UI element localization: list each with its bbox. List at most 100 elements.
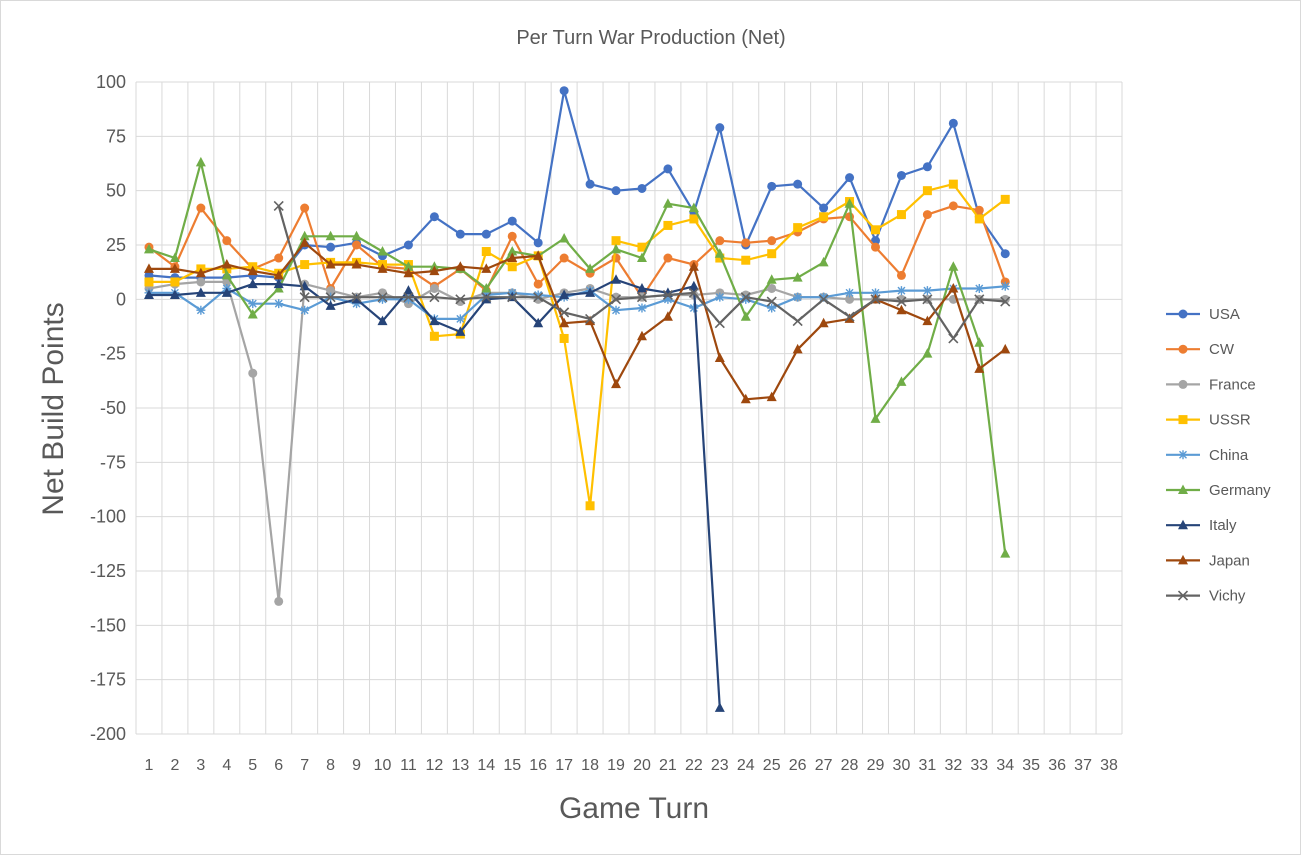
data-point-italy [429,315,440,326]
series-line-cw [148,204,1007,299]
data-point-ussr [300,260,310,270]
data-point-usa [767,181,777,191]
data-point-japan [559,317,570,328]
data-point-germany [169,252,180,263]
data-point-usa [637,183,647,193]
data-point-china [974,283,984,293]
data-point-germany [403,261,414,271]
data-point-japan [481,263,492,273]
data-point-italy [481,293,492,304]
x-tick-label: 33 [970,757,988,774]
legend-swatch-marker [1178,519,1188,530]
data-point-germany [662,198,673,208]
data-point-ussr [922,186,932,196]
data-point-japan [247,265,258,276]
data-point-china [533,290,543,300]
data-point-vichy [662,289,673,301]
data-point-usa [845,173,855,183]
data-point-germany [611,243,622,254]
data-point-usa [819,203,829,213]
x-tick-label: 3 [196,757,205,774]
data-point-italy [611,274,622,284]
data-point-germany [247,309,258,319]
data-point-ussr [559,333,569,343]
data-point-germany [481,282,492,293]
legend-item-cw: CW [1166,341,1235,358]
legend-item-ussr: USSR [1166,412,1251,429]
legend-label: China [1209,447,1249,464]
data-point-japan [792,343,803,354]
data-point-vichy [429,292,440,303]
data-point-japan [844,313,855,323]
data-point-vichy [636,292,648,303]
legend-swatch-marker [1178,415,1188,425]
data-point-china [611,305,621,315]
x-tick-label: 1 [145,757,154,774]
x-tick-label: 4 [222,757,231,774]
x-tick-label: 38 [1100,757,1118,774]
data-point-japan [195,267,206,278]
data-point-italy [221,287,232,297]
data-point-vichy [792,316,803,327]
data-point-vichy [1000,296,1011,307]
x-tick-label: 11 [400,757,417,774]
data-point-usa [663,164,673,174]
x-tick-label: 31 [918,757,936,774]
data-point-ussr [481,247,491,257]
y-tick-label: -50 [100,398,126,418]
data-point-vichy [559,307,570,318]
x-tick-label: 12 [425,757,443,774]
x-tick-label: 35 [1022,757,1040,774]
gridlines [135,81,1123,735]
data-point-japan [403,267,414,278]
data-point-ussr [715,253,725,263]
y-axis-title: Net Build Points [37,302,70,515]
data-point-japan [766,391,777,402]
data-point-vichy [585,313,596,324]
data-point-usa [896,170,906,180]
y-tick-label: 75 [106,126,126,146]
data-point-japan [714,352,725,363]
data-point-japan [169,263,180,273]
x-tick-label: 14 [477,757,495,774]
x-tick-label: 32 [944,757,962,774]
data-point-germany [585,263,596,273]
data-point-germany [377,246,388,256]
data-point-germany [922,348,933,358]
legend-swatch-marker [1178,379,1188,389]
data-point-japan [455,261,466,271]
legend-label: Italy [1209,517,1237,534]
data-point-ussr [793,223,803,233]
data-point-cw [948,201,958,211]
x-tick-label: 25 [763,757,781,774]
y-tick-label: -175 [90,670,126,690]
data-point-usa [715,123,725,133]
data-point-italy [247,278,258,289]
x-tick-label: 8 [326,757,335,774]
data-point-japan [533,250,544,260]
x-tick-label: 21 [659,757,677,774]
data-point-china [637,303,647,313]
data-point-ussr [429,331,439,341]
x-tick-label: 16 [529,757,547,774]
legend-swatch-marker [1178,484,1188,494]
data-point-cw [611,253,621,263]
data-point-france [196,277,206,287]
data-point-germany [792,272,803,282]
data-point-cw [974,205,984,215]
x-tick-label: 6 [274,757,283,774]
data-point-germany [195,156,206,167]
data-point-japan [273,269,284,280]
data-point-china [922,286,932,296]
data-point-france [845,294,855,304]
data-point-usa [429,212,439,222]
data-point-germany [1000,548,1011,558]
data-point-germany [844,198,855,208]
data-point-italy [559,289,570,299]
data-point-vichy [507,292,518,303]
x-tick-label: 7 [300,757,309,774]
data-point-usa [585,179,595,189]
data-point-germany [818,256,829,267]
data-point-france [767,283,777,293]
